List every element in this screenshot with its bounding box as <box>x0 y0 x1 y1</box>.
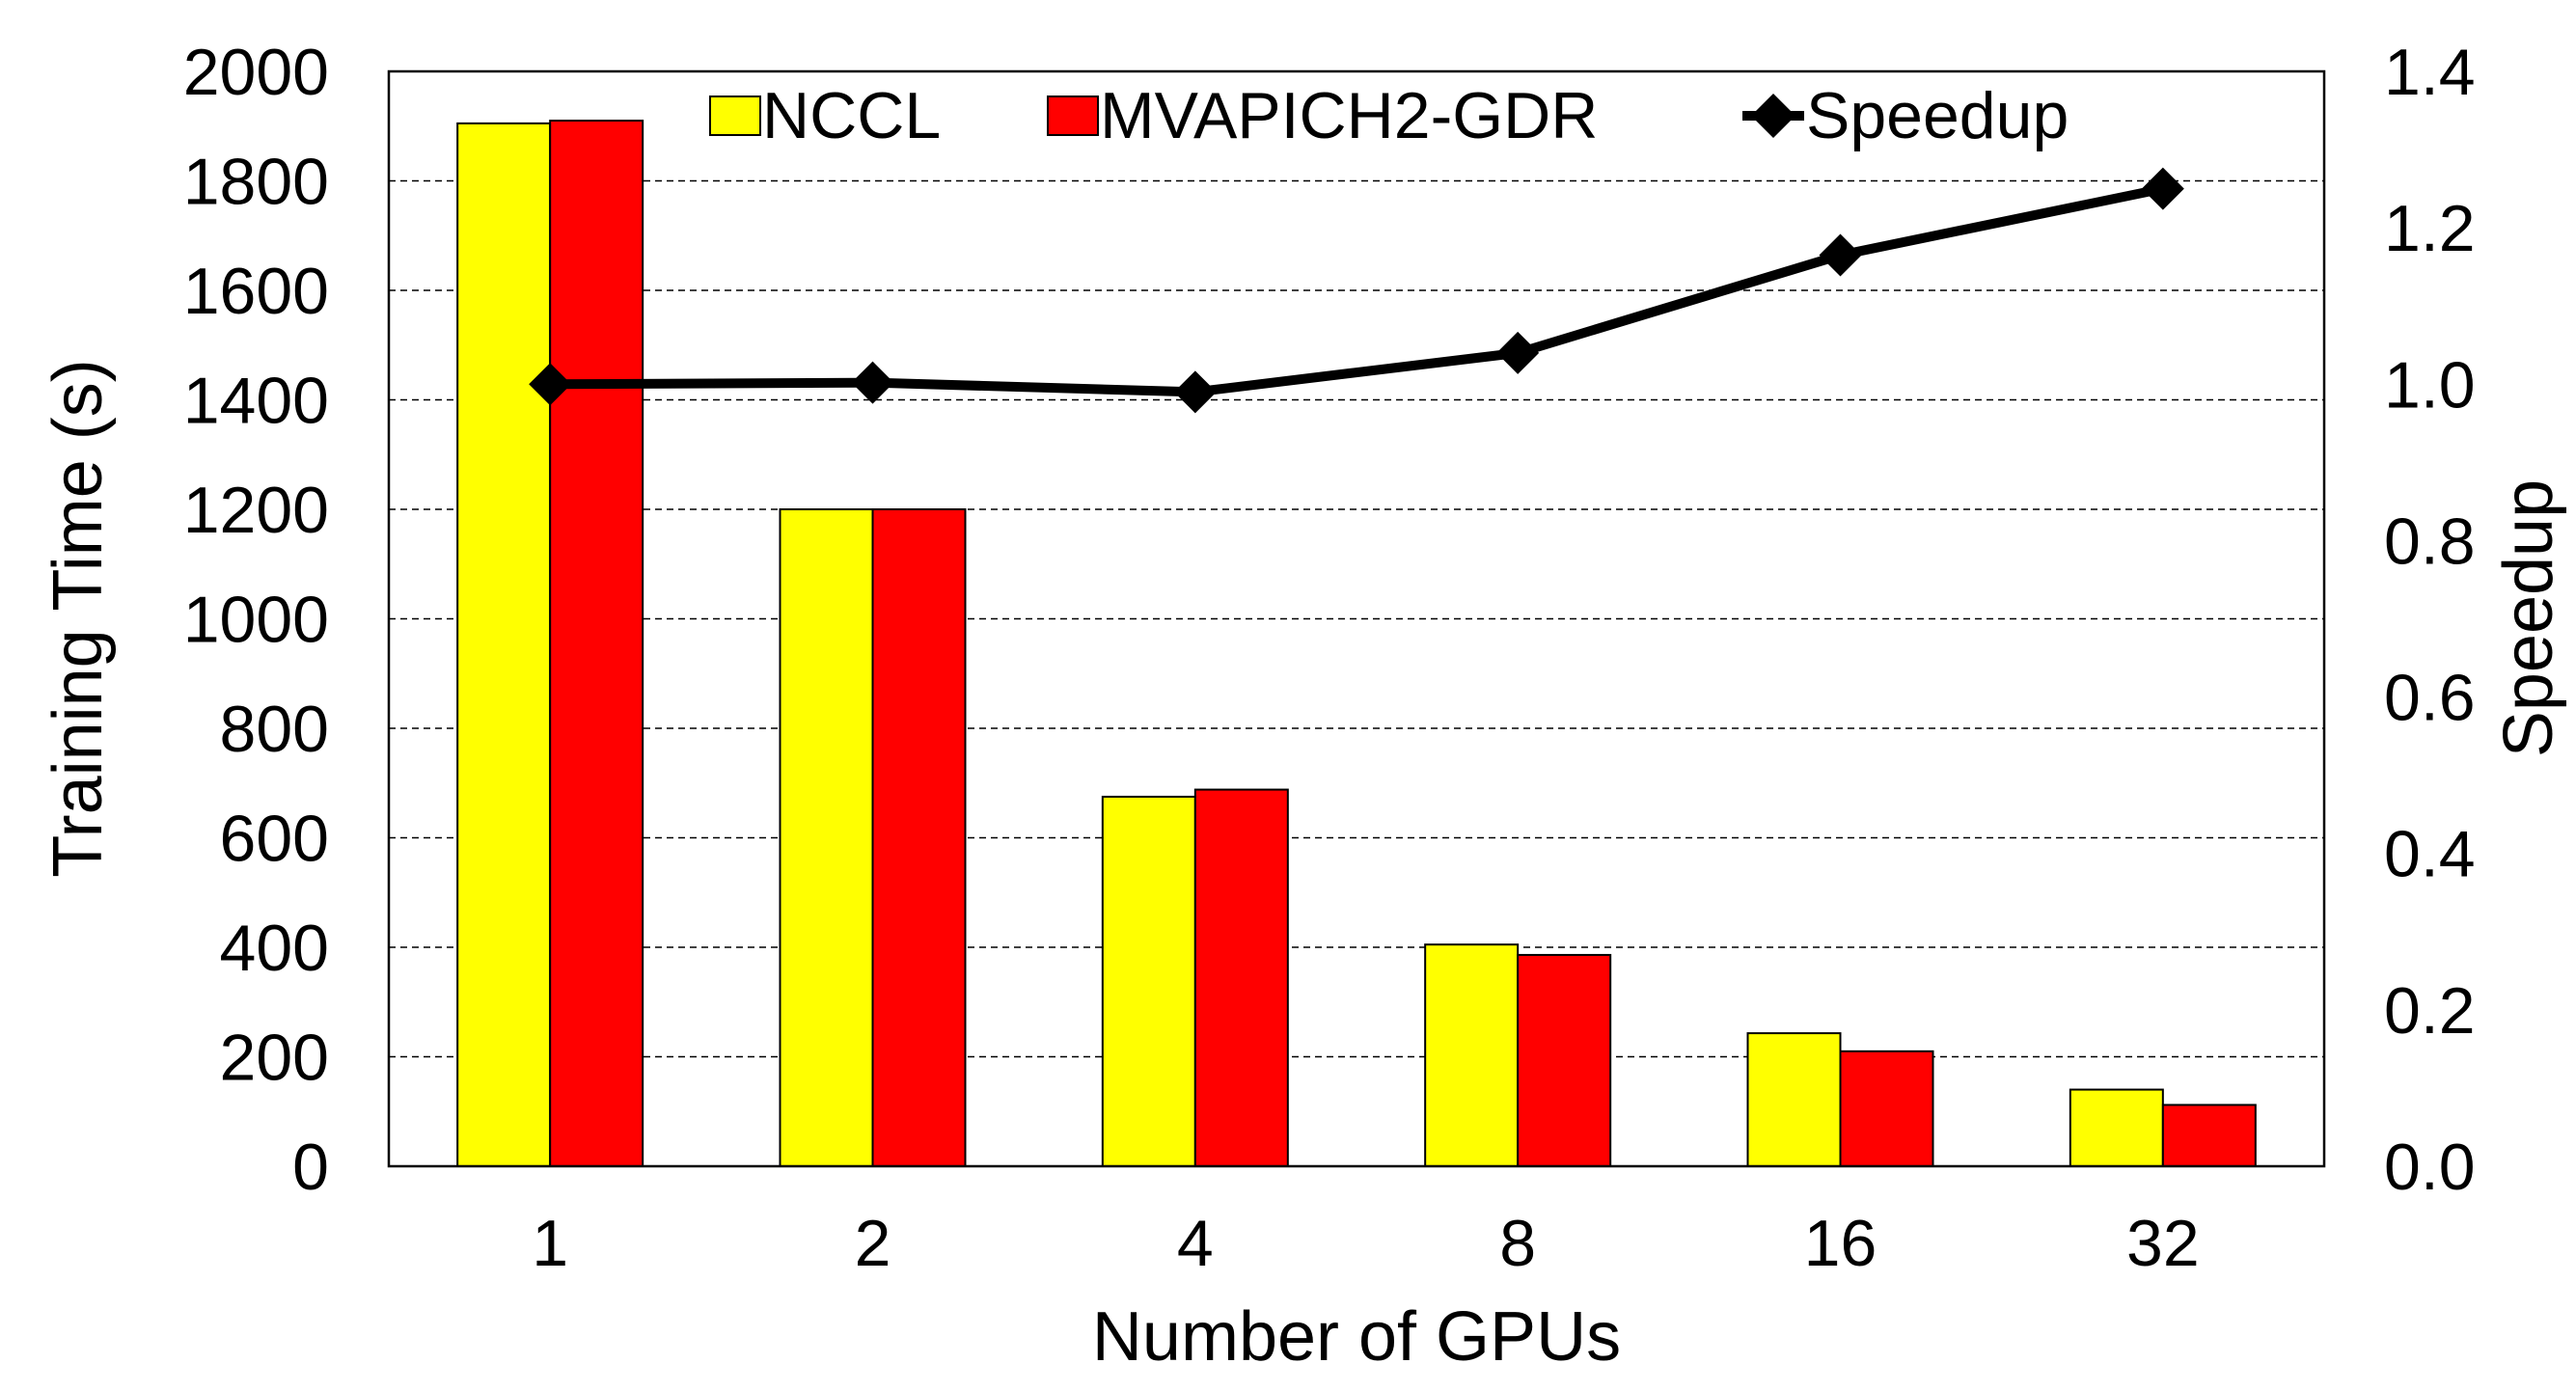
y-tick-label: 200 <box>220 1022 329 1095</box>
y-tick-label: 400 <box>220 912 329 985</box>
bar-mvapich2-gdr <box>1839 1050 1934 1167</box>
speedup-marker <box>1819 233 1862 277</box>
speedup-line <box>550 183 2164 397</box>
y-tick-label: 1600 <box>183 255 329 328</box>
y2-tick-label: 1.4 <box>2384 36 2476 109</box>
y2-tick-label: 0.8 <box>2384 505 2476 578</box>
speedup-marker <box>2141 167 2184 210</box>
legend: NCCL MVAPICH2-GDR Speedup <box>709 79 2069 152</box>
y-axis-title: Training Time (s) <box>40 359 117 877</box>
bar-nccl <box>456 122 552 1168</box>
legend-swatch-mvapich2-gdr <box>1047 95 1099 136</box>
y-tick-label: 0 <box>292 1131 329 1204</box>
x-tick-label: 4 <box>1177 1207 1214 1280</box>
y2-axis-title: Speedup <box>2490 479 2567 757</box>
bars <box>456 120 2257 1168</box>
y-tick-label: 800 <box>220 693 329 766</box>
bar-mvapich2-gdr <box>1193 788 1289 1167</box>
bar-nccl <box>2069 1088 2164 1168</box>
bar-nccl <box>1746 1032 1842 1168</box>
x-axis-title: Number of GPUs <box>1092 1298 1621 1376</box>
y2-tick-label: 0.4 <box>2384 818 2476 891</box>
y2-tick-label: 0.2 <box>2384 974 2476 1048</box>
speedup-line-series <box>529 167 2184 414</box>
bar-nccl <box>1424 943 1520 1167</box>
y2-tick-label: 0.6 <box>2384 662 2476 735</box>
plot-frame <box>387 69 2326 1168</box>
y-tick-label: 1000 <box>183 584 329 657</box>
x-tick-label: 2 <box>855 1207 891 1280</box>
y2-tick-label: 1.2 <box>2384 192 2476 265</box>
legend-label-nccl: NCCL <box>762 79 941 152</box>
bar-mvapich2-gdr <box>2161 1104 2257 1167</box>
x-tick-label: 8 <box>1499 1207 1536 1280</box>
y2-tick-label: 1.0 <box>2384 348 2476 422</box>
y-tick-label: 1200 <box>183 474 329 547</box>
x-tick-label: 16 <box>1804 1207 1877 1280</box>
gridlines <box>389 179 2324 1058</box>
x-tick-label: 32 <box>2126 1207 2200 1280</box>
y-axis-left-ticks: 0 200 400 600 800 1000 1200 1400 1600 1800 2000 <box>183 36 329 1204</box>
bar-mvapich2-gdr <box>549 120 644 1168</box>
legend-label-mvapich2-gdr: MVAPICH2-GDR <box>1100 79 1598 152</box>
speedup-marker <box>851 361 894 404</box>
y-tick-label: 1400 <box>183 365 329 438</box>
bar-nccl <box>1101 795 1196 1167</box>
speedup-marker <box>529 363 572 406</box>
y-tick-label: 1800 <box>183 146 329 219</box>
bar-nccl <box>779 508 874 1167</box>
y2-tick-label: 0.0 <box>2384 1131 2476 1204</box>
legend-marker-speedup <box>1751 94 1795 138</box>
speedup-marker <box>1496 331 1540 374</box>
y-tick-label: 2000 <box>183 36 329 109</box>
x-axis-ticks: 1 2 4 8 16 32 <box>532 1207 2199 1280</box>
y-tick-label: 600 <box>220 803 329 876</box>
bar-mvapich2-gdr <box>871 508 967 1167</box>
x-tick-label: 1 <box>532 1207 568 1280</box>
speedup-marker <box>1173 370 1217 414</box>
legend-swatch-nccl <box>709 95 761 136</box>
legend-label-speedup: Speedup <box>1806 79 2069 152</box>
y-axis-right-ticks: 0.0 0.2 0.4 0.6 0.8 1.0 1.2 1.4 <box>2384 36 2476 1204</box>
bar-mvapich2-gdr <box>1517 953 1612 1167</box>
